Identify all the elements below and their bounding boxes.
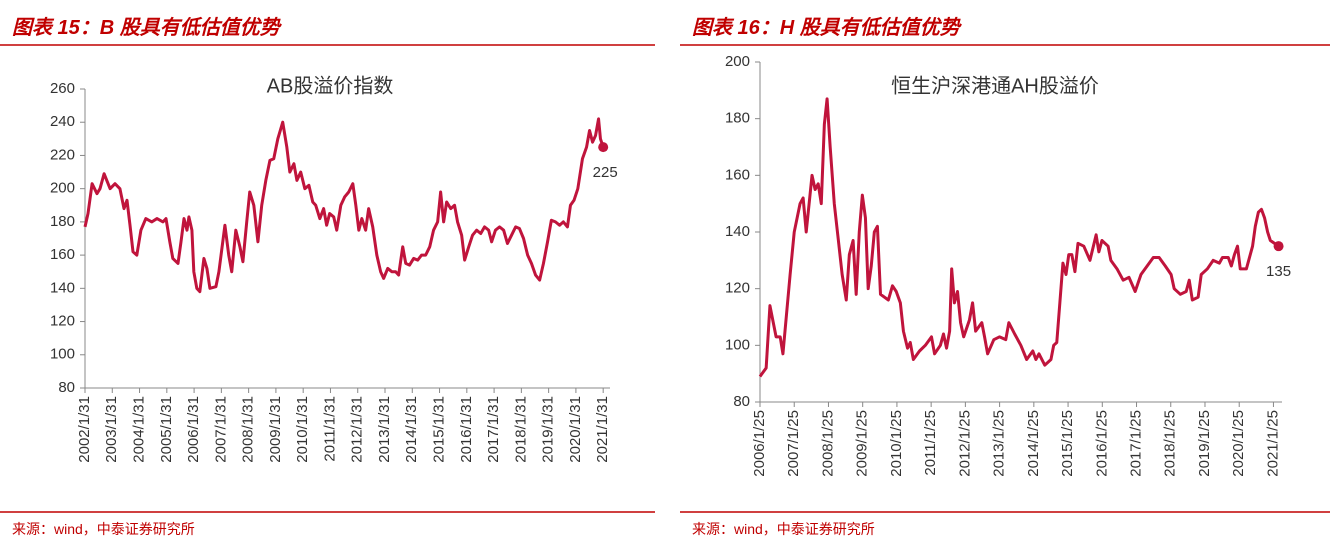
y-tick-label: 260	[50, 80, 75, 97]
x-tick-label: 2017/1/31	[485, 396, 502, 463]
x-tick-label: 2015/1/25	[1059, 410, 1076, 477]
x-tick-label: 2015/1/31	[431, 396, 448, 463]
x-tick-label: 2010/1/31	[294, 396, 311, 463]
x-tick-label: 2013/1/31	[376, 396, 393, 463]
x-tick-label: 2013/1/25	[991, 410, 1008, 477]
x-tick-label: 2017/1/25	[1127, 410, 1144, 477]
chart-title: AB股溢价指数	[267, 74, 394, 97]
x-tick-label: 2007/1/25	[785, 410, 802, 477]
x-tick-label: 2006/1/31	[185, 396, 202, 463]
x-tick-label: 2008/1/31	[240, 396, 257, 463]
x-tick-label: 2004/1/31	[131, 396, 148, 463]
x-tick-label: 2014/1/31	[403, 396, 420, 463]
source: 来源：wind，中泰证券研究所	[12, 521, 195, 537]
y-tick-label: 140	[725, 223, 750, 240]
x-tick-label: 2018/1/31	[512, 396, 529, 463]
figure-label: 图表 15：B 股具有低估值优势	[12, 16, 283, 39]
y-tick-label: 220	[50, 146, 75, 163]
series-line	[758, 97, 1280, 378]
x-tick-label: 2020/1/31	[567, 396, 584, 463]
x-tick-label: 2008/1/25	[819, 410, 836, 477]
x-tick-label: 2012/1/25	[956, 410, 973, 477]
x-tick-label: 2011/1/25	[922, 410, 939, 476]
source: 来源：wind，中泰证券研究所	[692, 521, 875, 537]
end-label: 135	[1266, 263, 1291, 280]
y-tick-label: 100	[50, 346, 75, 363]
x-tick-label: 2012/1/31	[349, 396, 366, 463]
x-tick-label: 2021/1/31	[594, 396, 611, 463]
y-tick-label: 200	[50, 180, 75, 197]
y-tick-label: 180	[725, 110, 750, 127]
x-tick-label: 2010/1/25	[888, 410, 905, 477]
end-point	[1273, 241, 1284, 252]
y-tick-label: 100	[725, 336, 750, 353]
y-tick-label: 120	[50, 313, 75, 330]
x-tick-label: 2009/1/31	[267, 396, 284, 463]
x-tick-label: 2016/1/31	[458, 396, 475, 463]
x-tick-label: 2019/1/25	[1196, 410, 1213, 477]
x-tick-label: 2014/1/25	[1025, 410, 1042, 477]
x-tick-label: 2021/1/25	[1264, 410, 1281, 477]
end-label: 225	[593, 164, 618, 181]
series-line	[83, 117, 605, 294]
x-tick-label: 2002/1/31	[76, 396, 93, 463]
x-tick-label: 2007/1/31	[212, 396, 229, 463]
y-tick-label: 180	[50, 213, 75, 230]
x-tick-label: 2009/1/25	[854, 410, 871, 477]
y-tick-label: 200	[725, 53, 750, 70]
x-tick-label: 2006/1/25	[751, 410, 768, 477]
x-tick-label: 2018/1/25	[1162, 410, 1179, 477]
x-tick-label: 2005/1/31	[158, 396, 175, 463]
x-tick-label: 2019/1/31	[540, 396, 557, 463]
figure-label: 图表 16：H 股具有低估值优势	[692, 16, 963, 39]
y-tick-label: 140	[50, 279, 75, 296]
y-tick-label: 80	[733, 393, 750, 410]
y-tick-label: 160	[725, 166, 750, 183]
y-tick-label: 160	[50, 246, 75, 263]
y-tick-label: 120	[725, 280, 750, 297]
end-point	[598, 142, 609, 153]
y-tick-label: 80	[58, 379, 75, 396]
x-tick-label: 2016/1/25	[1093, 410, 1110, 477]
y-tick-label: 240	[50, 113, 75, 130]
chart-title: 恒生沪深港通AH股溢价	[891, 74, 1099, 97]
x-tick-label: 2003/1/31	[103, 396, 120, 463]
x-tick-label: 2020/1/25	[1230, 410, 1247, 477]
x-tick-label: 2011/1/31	[321, 396, 338, 462]
